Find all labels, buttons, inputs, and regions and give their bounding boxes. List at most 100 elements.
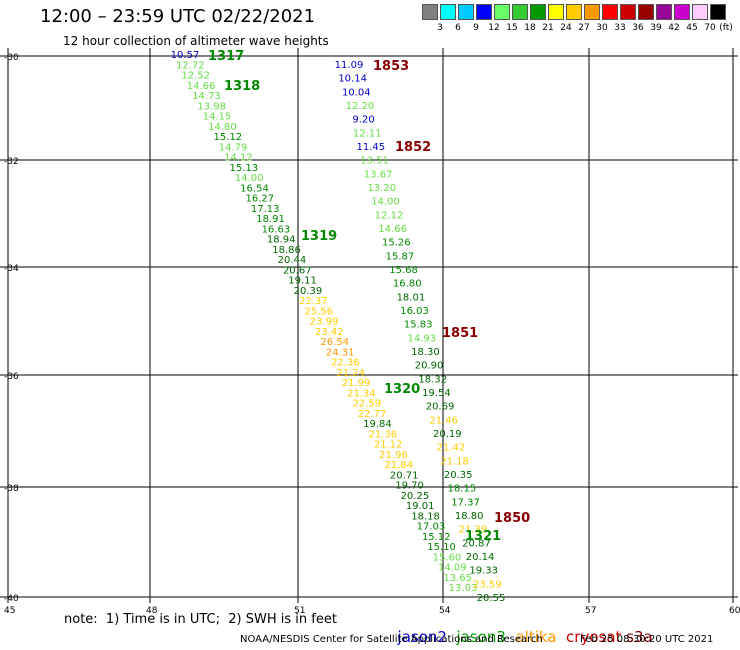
swh-value: 18.01: [397, 292, 426, 303]
lat-tick-label: -34: [4, 264, 19, 274]
scale-label: 39: [650, 23, 662, 33]
rev-number: 1853: [373, 59, 409, 74]
swh-value: 11.45: [357, 142, 386, 153]
swh-value: 10.57: [171, 50, 200, 61]
swh-value: 23.99: [310, 317, 339, 328]
scale-swatch: [620, 4, 636, 20]
swh-value: 14.66: [187, 81, 216, 92]
scale-swatch: [548, 4, 564, 20]
swh-value: 18.32: [418, 374, 447, 385]
swh-value: 16.27: [246, 194, 275, 205]
swh-value: 25.56: [304, 306, 333, 317]
scale-swatch: [602, 4, 618, 20]
track-east-labels: 11.09 10.14 10.04 12.20 9.20 12.11 11.45 13.51 1…: [335, 60, 506, 604]
swh-value: 20.14: [466, 552, 495, 563]
swh-value: 18.86: [272, 245, 301, 256]
lat-tick-label: -40: [4, 594, 19, 604]
swh-value: 13.20: [367, 183, 396, 194]
swh-value: 12.12: [375, 210, 404, 221]
lat-tick-label: -30: [4, 53, 19, 63]
scale-unit: (ft): [719, 23, 733, 33]
swh-value: 22.36: [331, 358, 360, 369]
scale-swatch: [512, 4, 528, 20]
swh-value: 13.65: [443, 573, 472, 584]
swh-value: 19.11: [288, 276, 317, 287]
swh-value: 18.94: [267, 235, 296, 246]
swh-value: 18.91: [256, 214, 285, 225]
swh-value: 17.03: [417, 522, 446, 533]
swh-value: 13.98: [197, 101, 226, 112]
scale-swatch: [710, 4, 726, 20]
scale-label: 9: [473, 23, 479, 33]
swh-value: 20.39: [294, 286, 323, 297]
swh-value: 14.09: [438, 563, 467, 574]
swh-value: 15.13: [229, 163, 258, 174]
swh-value: 12.11: [353, 128, 382, 139]
chart-title: 12:00 – 23:59 UTC 02/22/2021: [40, 6, 316, 27]
swh-value: 15.68: [389, 265, 418, 276]
swh-value: 21.96: [379, 450, 408, 461]
swh-value: 23.59: [473, 579, 502, 590]
swh-value: 16.03: [400, 306, 429, 317]
lon-tick-label: 51: [294, 606, 305, 616]
swh-value: 20.55: [477, 593, 506, 604]
rev-number-labels: 1317 1318 1319 1320 1321 1853 1852 1851 1850: [208, 49, 530, 544]
swh-value: 13.51: [360, 156, 389, 167]
scale-swatch: [566, 4, 582, 20]
swh-value: 20.71: [390, 470, 419, 481]
swh-value: 21.42: [437, 443, 466, 454]
swh-value: 20.44: [278, 255, 307, 266]
scale-label: 3: [437, 23, 443, 33]
scale-label: 12: [488, 23, 500, 33]
swh-value: 14.12: [224, 153, 253, 164]
swh-value: 13.03: [449, 583, 478, 594]
swh-value: 15.12: [213, 132, 242, 143]
swh-value: 20.35: [444, 470, 473, 481]
swh-value: 15.10: [427, 542, 456, 553]
swh-value: 10.04: [342, 87, 371, 98]
scale-label: 24: [560, 23, 572, 33]
lat-tick-label: -36: [4, 372, 19, 382]
swh-value: 14.15: [203, 112, 232, 123]
lon-tick-label: 45: [4, 606, 15, 616]
swh-value: 20.25: [401, 491, 430, 502]
scale-swatch: [638, 4, 654, 20]
swh-value: 14.00: [371, 197, 400, 208]
swh-value: 18.80: [455, 511, 484, 522]
generated-timestamp: Feb 25 08:30:20 UTC 2021: [580, 634, 714, 645]
swh-value: 14.80: [208, 122, 237, 133]
rev-number: 1852: [395, 140, 431, 155]
scale-label: 27: [578, 23, 590, 33]
swh-value: 17.13: [251, 204, 280, 215]
swh-value: 21.46: [429, 415, 458, 426]
swh-value: 16.80: [393, 279, 422, 290]
axis-labels: -30 -32 -34 -36 -38 -40 45 48 51 54 57 60: [4, 53, 740, 616]
scale-label: 42: [668, 23, 680, 33]
swh-value: 13.67: [364, 169, 393, 180]
swh-value: 11.09: [335, 60, 364, 71]
swh-value: 21.12: [374, 440, 403, 451]
swh-value: 12.52: [181, 71, 210, 82]
legend-cryosat: cryosat: [566, 628, 622, 646]
swh-value: 21.84: [385, 460, 414, 471]
scale-label: 45: [686, 23, 698, 33]
swh-value: 14.00: [235, 173, 264, 184]
rev-number: 1318: [224, 79, 260, 94]
lon-tick-label: 54: [439, 606, 451, 616]
footer-note: note: 1) Time is in UTC; 2) SWH is in fe…: [64, 612, 337, 627]
swh-value: 24.31: [326, 347, 355, 358]
rev-number: 1851: [442, 326, 478, 341]
scale-swatch: [476, 4, 492, 20]
swh-value: 9.20: [352, 115, 374, 126]
swh-value: 18.30: [411, 347, 440, 358]
scale-swatch: [422, 4, 438, 20]
swh-value: 23.42: [315, 327, 344, 338]
swh-value: 14.79: [219, 142, 248, 153]
swh-value: 22.37: [299, 296, 328, 307]
rev-number: 1317: [208, 49, 244, 64]
swh-value: 14.73: [192, 91, 221, 102]
swh-value: 15.26: [382, 238, 411, 249]
legend-altika: altika: [515, 628, 557, 646]
scale-swatch: [440, 4, 456, 20]
